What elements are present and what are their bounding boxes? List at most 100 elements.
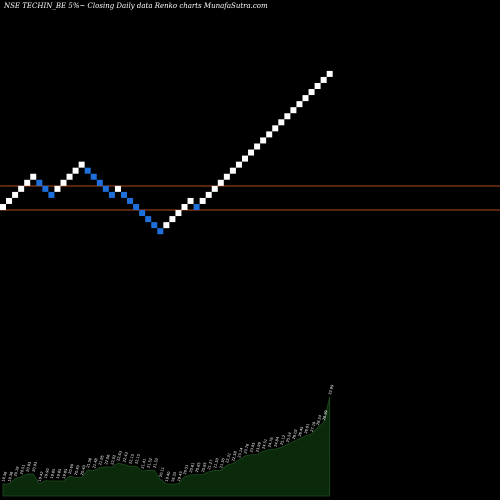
renko-brick-29-up [169, 216, 176, 223]
renko-brick-21-down [121, 191, 127, 198]
renko-brick-18-down [102, 185, 109, 192]
renko-brick-37-up [217, 179, 224, 186]
price-label-38: 22.31 [225, 453, 232, 464]
renko-brick-31-up [181, 204, 188, 210]
renko-brick-55-up [326, 70, 333, 77]
renko-brick-39-up [229, 167, 236, 174]
price-label-2: 19.38 [7, 471, 14, 483]
price-label-18: 22.06 [104, 453, 111, 465]
price-label-32: 20.81 [189, 462, 196, 473]
price-label-23: 22.15 [134, 454, 141, 465]
price-label-52: 27.19 [310, 421, 317, 433]
price-label-24: 21.41 [140, 458, 147, 469]
renko-brick-48-up [284, 113, 291, 120]
price-label-27: 20.11 [159, 467, 166, 478]
price-label-3: 20.19 [13, 465, 20, 477]
price-label-17: 21.95 [98, 455, 105, 466]
renko-brick-9-down [48, 191, 55, 198]
price-label-53: 28.24 [316, 414, 323, 426]
renko-brick-27-down [157, 228, 164, 235]
price-label-41: 23.76 [243, 443, 250, 455]
price-label-28: 19.40 [165, 470, 172, 482]
price-label-16: 21.48 [92, 457, 99, 469]
price-label-26: 21.52 [153, 458, 160, 469]
chart-title: NSE TECHIN_BE 5%~ Closing Daily data Ren… [4, 2, 268, 10]
renko-brick-2-up [6, 197, 13, 204]
renko-brick-50-up [296, 101, 303, 108]
price-label-1: 19.38 [1, 471, 8, 483]
renko-brick-5-up [24, 179, 31, 186]
renko-brick-20-up [114, 185, 121, 192]
price-label-12: 20.60 [68, 463, 75, 475]
price-label-37: 21.50 [219, 457, 226, 469]
renko-brick-49-up [290, 107, 297, 114]
price-label-31: 20.51 [183, 464, 190, 475]
renko-brick-44-up [260, 137, 267, 144]
renko-brick-54-up [320, 76, 327, 83]
renko-brick-51-up [302, 95, 309, 102]
price-label-11: 19.85 [62, 468, 69, 479]
renko-brick-43-up [254, 143, 261, 150]
price-label-25: 21.52 [147, 458, 154, 469]
renko-brick-35-up [205, 191, 212, 198]
renko-brick-19-down [108, 191, 115, 198]
renko-brick-3-up [12, 191, 19, 198]
renko-brick-13-up [72, 167, 79, 174]
price-label-30: 19.43 [177, 471, 184, 482]
renko-brick-30-up [175, 210, 182, 217]
renko-brick-10-up [54, 185, 61, 192]
renko-brick-40-up [235, 161, 242, 168]
price-label-6: 20.93 [32, 461, 39, 472]
price-label-15: 21.56 [86, 457, 93, 469]
renko-brick-17-down [96, 179, 103, 186]
price-label-43: 23.99 [255, 441, 262, 453]
renko-brick-34-up [199, 197, 206, 204]
renko-brick-26-down [151, 222, 158, 229]
renko-brick-23-down [133, 204, 140, 210]
renko-brick-32-up [187, 197, 194, 204]
renko-brick-22-down [127, 197, 134, 204]
renko-brick-53-up [314, 83, 321, 89]
price-label-35: 21.27 [207, 459, 214, 470]
price-label-42: 23.95 [249, 442, 256, 453]
price-label-33: 20.85 [195, 462, 202, 473]
price-label-21: 22.43 [122, 452, 129, 463]
renko-brick-36-up [211, 185, 218, 192]
price-label-54: 28.99 [322, 409, 329, 421]
price-label-19: 22.02 [110, 454, 117, 465]
price-label-40: 23.14 [237, 447, 244, 459]
renko-brick-45-up [266, 131, 273, 138]
price-label-45: 24.76 [268, 436, 275, 448]
renko-brick-14-up [78, 161, 85, 168]
renko-brick-41-up [242, 155, 248, 162]
price-label-29: 19.33 [171, 472, 178, 483]
price-label-55: 32.99 [328, 384, 335, 396]
price-label-22: 22.15 [128, 454, 135, 465]
renko-brick-6-up [30, 173, 37, 180]
renko-brick-47-up [278, 119, 285, 126]
price-label-36: 21.50 [213, 457, 220, 469]
renko-brick-7-down [36, 179, 43, 186]
renko-brick-8-down [42, 185, 49, 192]
price-label-46: 24.84 [274, 436, 281, 448]
price-label-44: 24.51 [261, 438, 268, 449]
renko-brick-1-up [0, 204, 6, 210]
price-label-39: 22.58 [231, 450, 238, 462]
price-label-10: 19.85 [56, 468, 63, 479]
price-label-50: 26.45 [298, 426, 305, 437]
renko-brick-12-up [66, 173, 73, 180]
price-label-20: 22.63 [116, 450, 123, 461]
renko-brick-46-up [272, 125, 279, 132]
renko-brick-15-down [84, 167, 91, 174]
price-label-5: 20.93 [26, 461, 33, 472]
renko-brick-33-down [193, 204, 200, 210]
renko-brick-25-down [145, 216, 152, 223]
price-label-8: 19.90 [44, 467, 51, 479]
renko-brick-28-up [163, 222, 170, 229]
renko-brick-42-up [248, 149, 255, 156]
price-label-4: 20.51 [19, 464, 26, 475]
price-label-13: 20.40 [74, 464, 81, 476]
price-label-34: 20.85 [201, 462, 208, 473]
renko-brick-24-down [139, 210, 146, 217]
